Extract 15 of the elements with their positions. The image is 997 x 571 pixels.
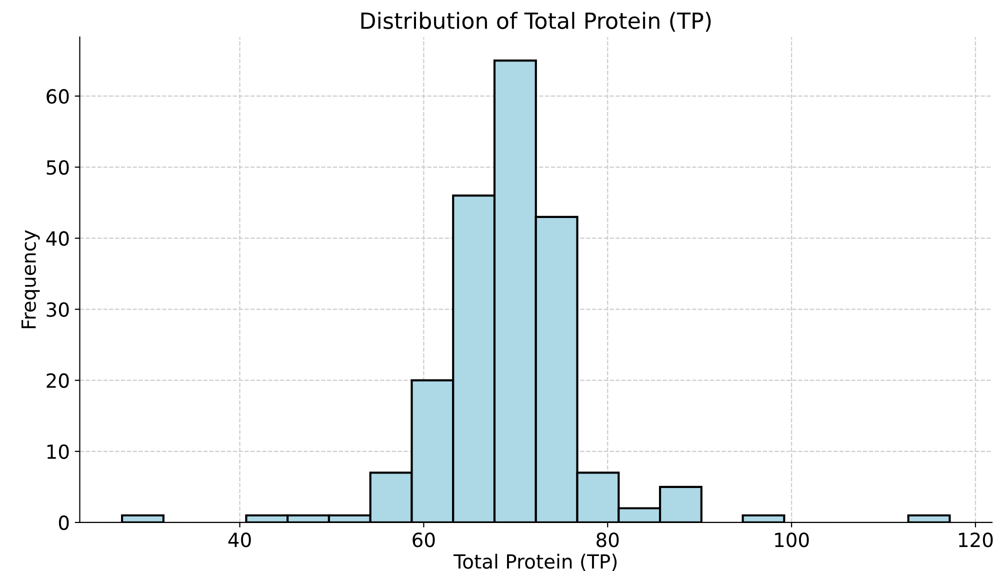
chart-title: Distribution of Total Protein (TP) <box>361 12 711 32</box>
y-tick-label: 60 <box>46 89 69 104</box>
y-axis-title: Frequency <box>22 230 40 328</box>
y-tick-label: 10 <box>47 444 69 460</box>
x-tick-label: 80 <box>596 532 619 548</box>
x-axis-title: Total Protein (TP) <box>453 554 617 571</box>
x-tick-label: 40 <box>228 532 251 548</box>
x-tick-label: 100 <box>775 532 809 548</box>
x-tick-label: 120 <box>959 532 993 548</box>
y-tick-label: 50 <box>46 160 69 175</box>
y-tick-label: 0 <box>58 515 69 530</box>
y-tick-label: 40 <box>46 231 69 246</box>
y-tick-label: 20 <box>46 373 69 388</box>
y-tick-label: 30 <box>46 302 69 317</box>
x-tick-label: 60 <box>412 532 435 548</box>
